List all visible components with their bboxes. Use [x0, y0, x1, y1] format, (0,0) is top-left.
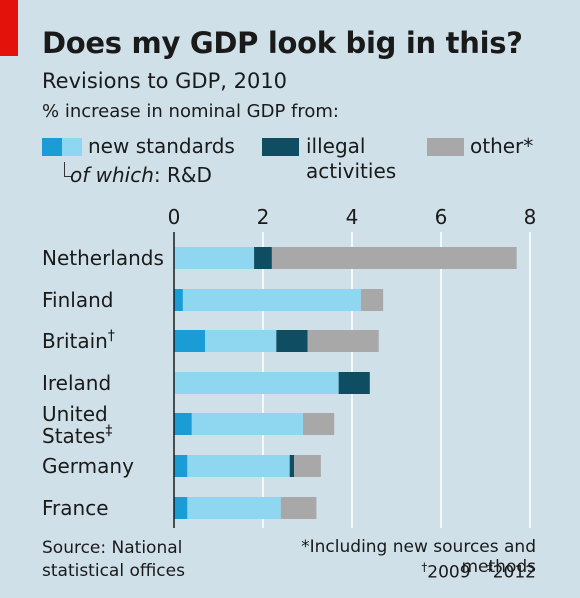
legend-label-illegal: illegal activities: [306, 134, 397, 183]
bar-other: [360, 289, 384, 311]
x-tick-label: 4: [346, 205, 359, 229]
bar-new-standards: [174, 247, 255, 269]
bar-new-standards: [174, 372, 339, 394]
category-label: States‡: [42, 423, 112, 448]
x-tick-label: 2: [257, 205, 270, 229]
bar-rd: [174, 413, 192, 435]
chart-subtitle: Revisions to GDP, 2010: [42, 69, 288, 93]
legend-swatch-other: [427, 138, 464, 156]
legend-label-rd: of which: R&D: [70, 163, 212, 187]
footnote-other: *Including new sources and methods: [301, 537, 536, 577]
bar-rd: [174, 497, 188, 519]
bar-rd: [174, 455, 188, 477]
bar-new-standards: [187, 455, 290, 477]
bar-new-standards: [191, 413, 304, 435]
bar-illegal: [254, 247, 272, 269]
category-label: Germany: [42, 454, 134, 478]
x-tick-label: 6: [435, 205, 448, 229]
category-label: France: [42, 496, 109, 520]
category-label: United: [42, 402, 108, 426]
legend-swatch-rd: [42, 138, 62, 156]
bar-new-standards: [187, 497, 281, 519]
source-note: Source: National statistical offices: [42, 538, 185, 581]
legend-connector: [64, 162, 73, 177]
bar-other: [280, 497, 317, 519]
legend-swatch-new-standards: [62, 138, 82, 156]
category-label: Britain†: [42, 328, 115, 353]
category-label: Finland: [42, 288, 113, 312]
legend-swatch-illegal: [262, 138, 299, 156]
bar-other: [307, 330, 379, 352]
legend-label-new-standards: new standards: [88, 134, 235, 158]
bar-new-standards: [205, 330, 277, 352]
x-tick-label: 8: [524, 205, 537, 229]
bar-other: [303, 413, 335, 435]
x-tick-label: 0: [168, 205, 181, 229]
bar-illegal: [338, 372, 370, 394]
bar-rd: [174, 330, 206, 352]
bar-illegal: [276, 330, 308, 352]
bar-other: [294, 455, 321, 477]
bar-other: [271, 247, 517, 269]
unit-label: % increase in nominal GDP from:: [42, 101, 339, 122]
bar-new-standards: [182, 289, 361, 311]
bar-illegal: [289, 455, 295, 477]
red-corner-tag: [0, 0, 18, 56]
category-label: Ireland: [42, 371, 111, 395]
chart-title: Does my GDP look big in this?: [42, 26, 523, 60]
footnote-years: †2009 ‡2012: [421, 560, 536, 583]
bar-rd: [174, 289, 183, 311]
category-label: Netherlands: [42, 246, 164, 270]
legend-label-other: other*: [470, 134, 534, 158]
